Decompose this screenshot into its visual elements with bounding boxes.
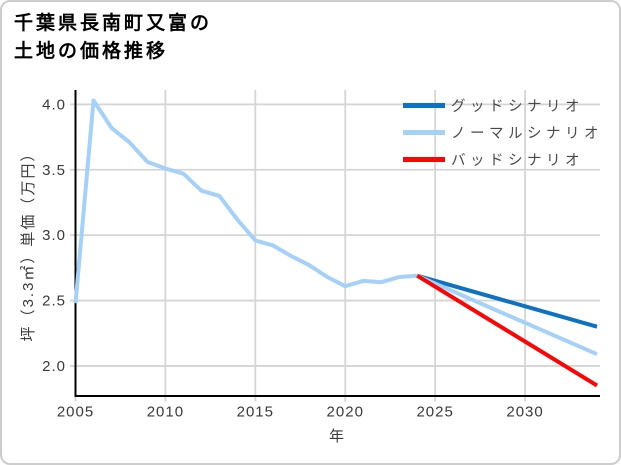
legend-label-normal: ノーマルシナリオ — [451, 126, 603, 142]
y-tick-label-2.5: 2.5 — [42, 293, 66, 310]
x-tick-label-2010: 2010 — [147, 403, 184, 420]
x-tick-label-2005: 2005 — [57, 403, 94, 420]
x-tick-label-2025: 2025 — [416, 403, 453, 420]
legend-label-good: グッドシナリオ — [451, 99, 584, 115]
legend-item-good: グッドシナリオ — [403, 92, 603, 119]
chart-title-line1: 千葉県長南町又富の — [14, 13, 213, 34]
chart-title: 千葉県長南町又富の 土地の価格推移 — [14, 10, 212, 66]
chart-title-line2: 土地の価格推移 — [14, 41, 169, 62]
legend-item-bad: バッドシナリオ — [403, 146, 603, 173]
y-tick-label-2.0: 2.0 — [42, 358, 66, 375]
legend-swatch-good — [403, 103, 445, 108]
x-tick-label-2020: 2020 — [327, 403, 364, 420]
series-line-bad — [416, 273, 599, 388]
y-tick-label-4.0: 4.0 — [42, 96, 66, 113]
legend-swatch-normal — [403, 130, 445, 135]
legend-item-normal: ノーマルシナリオ — [403, 119, 603, 146]
legend-swatch-bad — [403, 157, 445, 162]
chart-legend: グッドシナリオノーマルシナリオ バッドシナリオ — [403, 92, 603, 173]
series-line-actual — [73, 98, 418, 304]
legend-label-bad: バッドシナリオ — [451, 153, 584, 169]
y-axis-label: 坪（3.3㎡）単価（万円） — [20, 144, 37, 342]
y-tick-label-3.0: 3.0 — [42, 227, 66, 244]
series-line-normal — [416, 273, 598, 357]
x-axis-label: 年 — [328, 428, 345, 445]
series-line-good — [416, 273, 598, 329]
x-tick-label-2030: 2030 — [506, 403, 543, 420]
x-tick-label-2015: 2015 — [237, 403, 274, 420]
y-tick-label-3.5: 3.5 — [42, 162, 66, 179]
